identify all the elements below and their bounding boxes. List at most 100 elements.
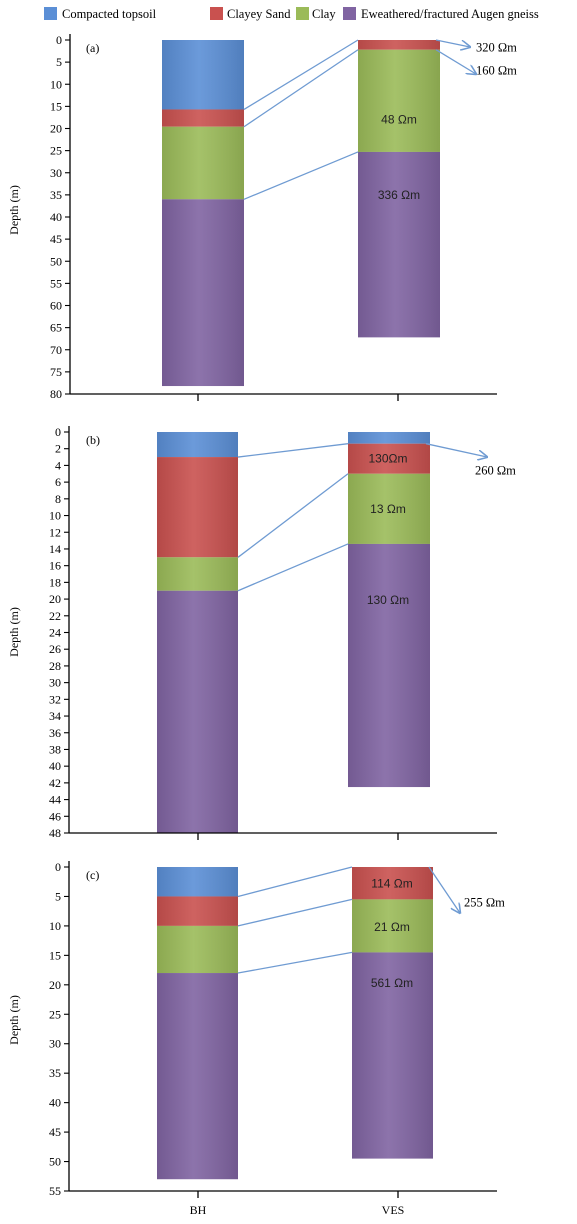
y-tick-label: 0 — [55, 425, 61, 439]
bar-ves-eweathered-shade — [348, 543, 430, 788]
resistivity-label: 130Ωm — [369, 452, 408, 466]
resistivity-arrow — [428, 866, 460, 913]
y-tick-label: 5 — [55, 889, 61, 903]
chart-panel-3: 0 5 10 15 20 25 30 35 40 45 50 55 Depth (m) (c) 114 Ωm… — [7, 860, 505, 1198]
boundary-connector — [243, 151, 359, 200]
y-tick-label: 0 — [55, 860, 61, 874]
y-tick-label: 35 — [49, 1066, 61, 1080]
y-axis-title: Depth (m) — [7, 185, 21, 235]
y-tick-label: 0 — [56, 33, 62, 47]
y-tick-label: 46 — [49, 809, 61, 823]
resistivity-label: 561 Ωm — [371, 976, 413, 990]
chart-panel-1: 0 5 10 15 20 25 30 35 40 45 50 55 60 65 70 75 80 Depth (m… — [7, 33, 517, 401]
boundary-connector — [243, 49, 359, 128]
y-tick-label: 60 — [50, 299, 62, 313]
y-tick-label: 20 — [49, 592, 61, 606]
bar-bh-compacted-shade — [162, 40, 244, 110]
boundary-connector — [237, 443, 349, 458]
y-tick-label: 55 — [50, 276, 62, 290]
bar-bh-clay-shade — [157, 557, 238, 591]
category-label-ves: VES — [382, 1203, 405, 1217]
bar-ves-clay-shade — [348, 473, 430, 544]
bar-ves-clay-shade — [358, 49, 440, 152]
legend-swatch-topsoil — [44, 7, 57, 20]
y-tick-label: 65 — [50, 321, 62, 335]
bar-ves-clayey-shade — [358, 40, 440, 50]
y-tick-label: 26 — [49, 642, 61, 656]
y-tick-label: 14 — [49, 542, 61, 556]
y-tick-label: 20 — [49, 978, 61, 992]
y-tick-label: 30 — [49, 1037, 61, 1051]
bar-bh-clayey-shade — [162, 109, 244, 127]
resistivity-label: 48 Ωm — [381, 113, 417, 127]
resistivity-arrow — [425, 443, 487, 457]
legend-label-clayey-sand: Clayey Sand — [227, 7, 291, 21]
legend: Compacted topsoil Clayey Sand Clay Eweat… — [44, 7, 539, 21]
y-tick-label: 4 — [55, 458, 61, 472]
resistivity-label-outside: 255 Ωm — [464, 895, 505, 909]
y-tick-label: 45 — [49, 1125, 61, 1139]
y-tick-label: 36 — [49, 726, 61, 740]
legend-swatch-clay — [296, 7, 309, 20]
legend-swatch-clayey-sand — [210, 7, 223, 20]
y-tick-label: 70 — [50, 343, 62, 357]
y-tick-label: 50 — [49, 1155, 61, 1169]
bar-bh-clay-shade — [157, 925, 238, 974]
bar-ves-eweathered-shade — [358, 151, 440, 338]
legend-swatch-gneiss — [343, 7, 356, 20]
legend-label-gneiss: Eweathered/fractured Augen gneiss — [361, 7, 539, 21]
y-tick-label: 30 — [50, 166, 62, 180]
panel-label: (a) — [86, 41, 99, 55]
y-axis-title: Depth (m) — [7, 995, 21, 1045]
y-tick-label: 30 — [49, 676, 61, 690]
bar-ves-clay-shade — [352, 899, 433, 953]
bar-bh-eweathered-shade — [157, 973, 238, 1180]
y-tick-label: 2 — [55, 442, 61, 456]
legend-label-topsoil: Compacted topsoil — [62, 7, 157, 21]
resistivity-label: 13 Ωm — [370, 502, 406, 516]
bar-ves-clayey-shade — [348, 443, 430, 474]
panel-label: (c) — [86, 868, 99, 882]
legend-label-clay: Clay — [312, 7, 336, 21]
resistivity-arrow — [435, 39, 470, 47]
y-tick-label: 75 — [50, 365, 62, 379]
resistivity-label-outside: 260 Ωm — [475, 463, 516, 477]
y-tick-label: 40 — [49, 1096, 61, 1110]
boundary-connector — [237, 473, 349, 558]
bar-bh-compacted-shade — [157, 867, 238, 897]
y-tick-label: 32 — [49, 692, 61, 706]
y-tick-label: 42 — [49, 776, 61, 790]
y-tick-label: 38 — [49, 742, 61, 756]
bar-bh-eweathered-shade — [157, 590, 238, 833]
category-label-bh: BH — [190, 1203, 207, 1217]
boundary-connector — [237, 866, 353, 898]
bar-ves-clayey-shade — [352, 867, 433, 900]
y-tick-label: 10 — [49, 919, 61, 933]
bar-bh-clay-shade — [162, 126, 244, 200]
y-tick-label: 40 — [50, 210, 62, 224]
boundary-connector — [243, 39, 359, 111]
y-tick-label: 35 — [50, 188, 62, 202]
y-tick-label: 25 — [49, 1007, 61, 1021]
y-tick-label: 5 — [56, 55, 62, 69]
y-tick-label: 45 — [50, 232, 62, 246]
y-tick-label: 8 — [55, 492, 61, 506]
resistivity-label: 130 Ωm — [367, 593, 409, 607]
bar-bh-clayey-shade — [157, 896, 238, 926]
resistivity-label: 336 Ωm — [378, 188, 420, 202]
y-tick-label: 10 — [49, 509, 61, 523]
boundary-connector — [237, 543, 349, 592]
y-tick-label: 24 — [49, 626, 61, 640]
y-tick-label: 44 — [49, 793, 61, 807]
y-tick-label: 80 — [50, 387, 62, 401]
bar-bh-compacted-shade — [157, 432, 238, 458]
bar-bh-clayey-shade — [157, 457, 238, 558]
bar-ves-eweathered-shade — [352, 952, 433, 1159]
resistivity-label-outside: 320 Ωm — [476, 41, 517, 55]
y-tick-label: 34 — [49, 709, 61, 723]
y-tick-label: 25 — [50, 144, 62, 158]
panel-label: (b) — [86, 433, 100, 447]
y-tick-label: 15 — [49, 948, 61, 962]
chart-panel-2: 0246810121416182022242628303234363840424… — [7, 425, 516, 840]
